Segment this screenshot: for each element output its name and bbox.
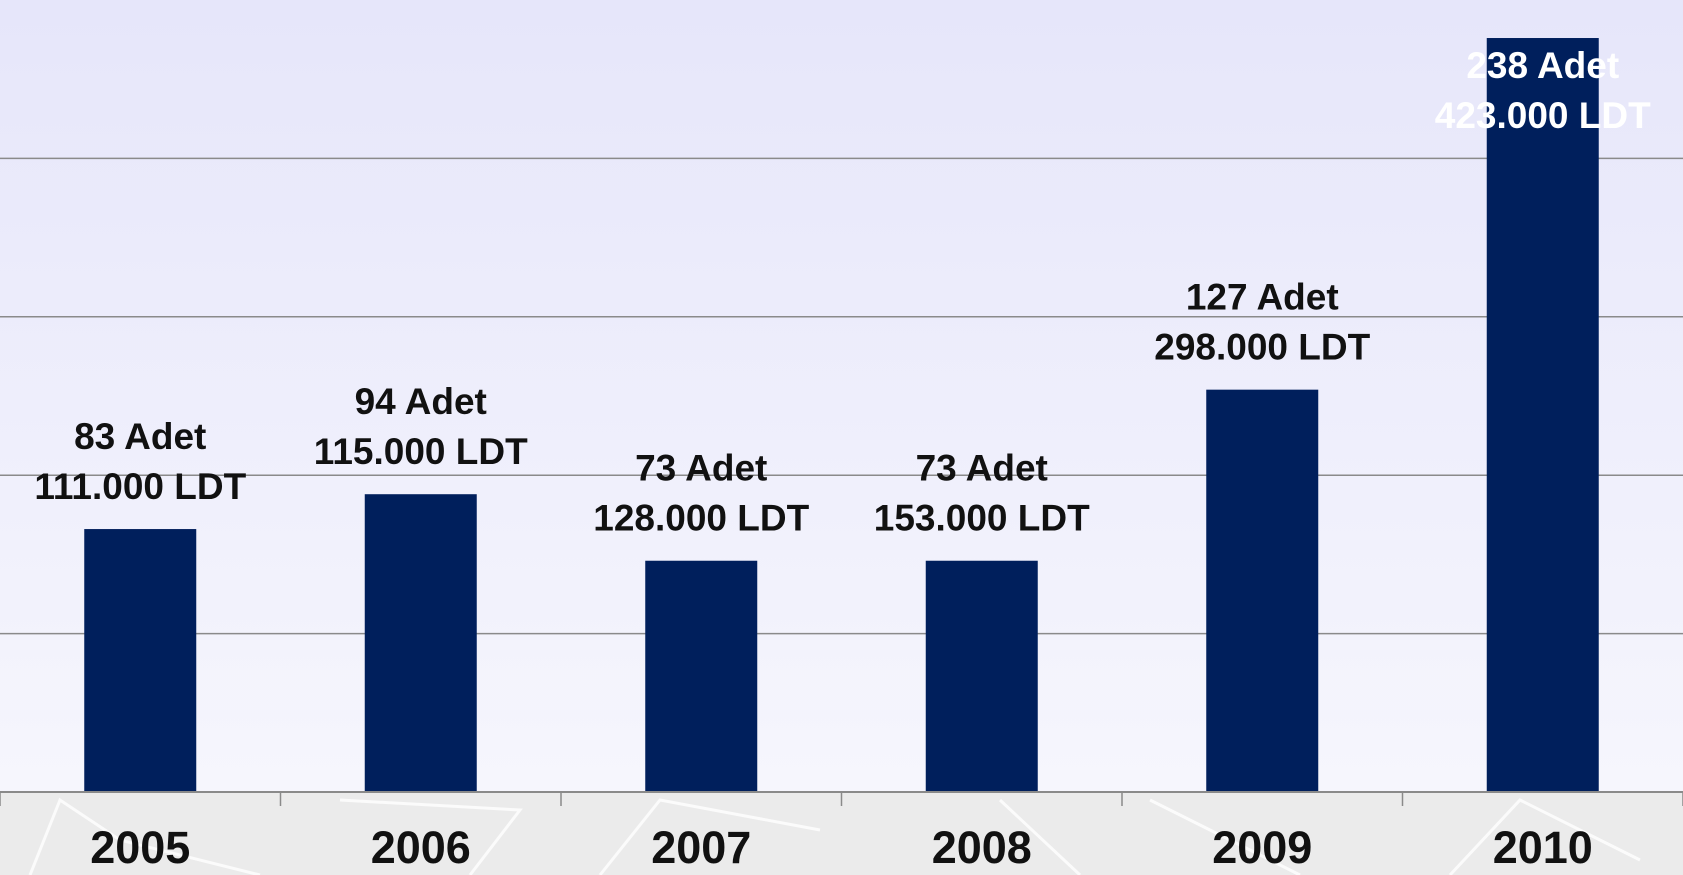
data-label: 83 Adet — [74, 416, 206, 457]
data-label: 238 Adet — [1466, 45, 1619, 86]
footer-decoration — [28, 797, 1641, 875]
data-label: 115.000 LDT — [314, 431, 528, 472]
data-label: 128.000 LDT — [593, 498, 809, 539]
x-tick-label: 2006 — [371, 822, 471, 873]
data-label: 423.000 LDT — [1435, 95, 1651, 136]
data-label: 153.000 LDT — [874, 498, 1090, 539]
x-tick-label: 2009 — [1212, 822, 1312, 873]
x-tick-label: 2008 — [932, 822, 1032, 873]
bar — [1206, 389, 1319, 792]
data-label: 94 Adet — [355, 381, 487, 422]
data-label: 127 Adet — [1186, 276, 1339, 317]
bar — [84, 529, 197, 792]
x-tick-label: 2007 — [651, 822, 751, 873]
data-label: 73 Adet — [916, 448, 1048, 489]
data-label: 111.000 LDT — [34, 466, 246, 507]
x-tick-label: 2010 — [1493, 822, 1593, 873]
data-label: 73 Adet — [635, 448, 767, 489]
bar — [364, 494, 477, 792]
plot-background — [0, 0, 1683, 792]
x-tick-label: 2005 — [90, 822, 190, 873]
bar — [1486, 38, 1599, 793]
bar — [925, 560, 1038, 792]
bar — [645, 560, 758, 792]
data-label: 298.000 LDT — [1154, 326, 1370, 367]
